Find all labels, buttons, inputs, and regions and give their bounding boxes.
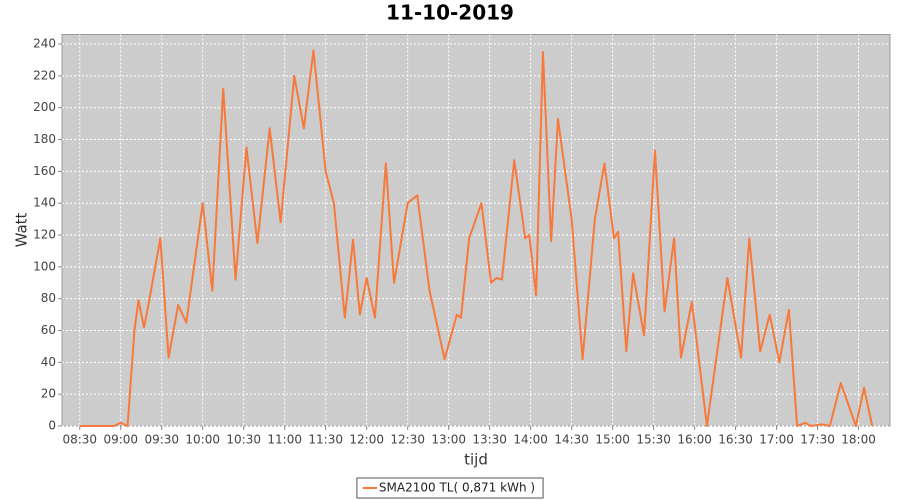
- x-tick-label: 16:30: [718, 433, 753, 447]
- x-tick-label: 17:30: [800, 433, 835, 447]
- x-tick-label: 09:00: [103, 433, 138, 447]
- y-tick-label: 180: [33, 132, 56, 146]
- x-tick-label: 13:00: [431, 433, 466, 447]
- x-tick-label: 12:00: [349, 433, 384, 447]
- x-tick-label: 09:30: [144, 433, 179, 447]
- y-tick-label: 220: [33, 68, 56, 82]
- y-tick-label: 60: [41, 323, 56, 337]
- y-tick-label: 40: [41, 355, 56, 369]
- legend-box: [356, 477, 544, 499]
- x-tick-label: 14:30: [554, 433, 589, 447]
- y-tick-label: 120: [33, 228, 56, 242]
- y-tick-label: 20: [41, 387, 56, 401]
- y-tick-label: 80: [41, 291, 56, 305]
- x-tick-label: 11:00: [267, 433, 302, 447]
- plot-area: [61, 34, 891, 427]
- data-line: [79, 49, 874, 427]
- y-tick-label: 0: [48, 419, 56, 433]
- x-tick-label: 18:00: [841, 433, 876, 447]
- y-tick-label: 100: [33, 259, 56, 273]
- x-tick-label: 10:00: [185, 433, 220, 447]
- x-tick-label: 16:00: [677, 433, 712, 447]
- x-tick-label: 15:00: [595, 433, 630, 447]
- y-axis-label: Watt: [13, 212, 31, 247]
- legend-label: SMA2100 TL( 0,871 kWh ): [379, 481, 535, 495]
- x-axis-label: tijd: [464, 451, 488, 469]
- x-tick-label: 17:00: [759, 433, 794, 447]
- x-tick-label: 12:30: [390, 433, 425, 447]
- y-tick-label: 240: [33, 37, 56, 51]
- x-tick-label: 14:00: [513, 433, 548, 447]
- legend: SMA2100 TL( 0,871 kWh ): [356, 477, 544, 499]
- x-tick-label: 15:30: [636, 433, 671, 447]
- x-tick-label: 10:30: [226, 433, 261, 447]
- chart-title: 11-10-2019: [386, 1, 514, 25]
- x-tick-label: 11:30: [308, 433, 343, 447]
- y-tick-label: 200: [33, 100, 56, 114]
- x-tick-label: 13:30: [472, 433, 507, 447]
- x-tick-label: 08:30: [62, 433, 97, 447]
- y-tick-label: 140: [33, 196, 56, 210]
- y-tick-label: 160: [33, 164, 56, 178]
